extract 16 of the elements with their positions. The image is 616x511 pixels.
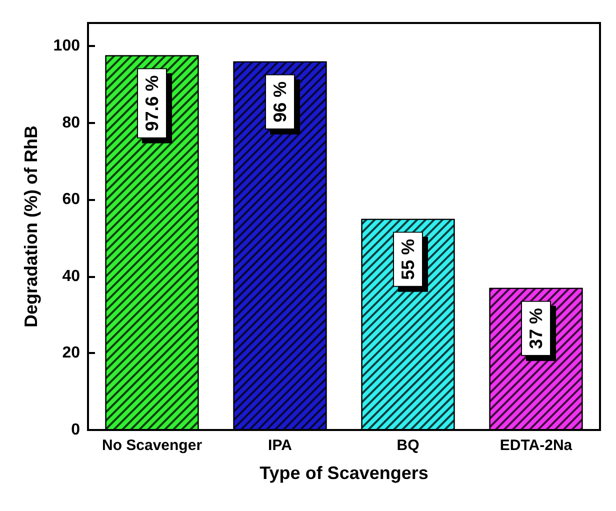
x-tick-label: IPA bbox=[268, 437, 292, 454]
x-axis-title: Type of Scavengers bbox=[260, 463, 428, 483]
x-tick-label: EDTA-2Na bbox=[500, 437, 573, 454]
y-tick-label: 60 bbox=[62, 191, 80, 208]
data-label: 55 % bbox=[398, 238, 418, 280]
y-tick-label: 20 bbox=[62, 344, 80, 362]
y-tick-label: 0 bbox=[71, 422, 80, 438]
data-label: 37 % bbox=[526, 308, 546, 349]
y-tick-label: 80 bbox=[62, 114, 80, 132]
y-tick-label: 40 bbox=[62, 268, 80, 285]
x-tick-label: No Scavenger bbox=[102, 437, 202, 454]
data-label: 97.6 % bbox=[142, 75, 162, 132]
y-axis-title: Degradation (%) of RhB bbox=[21, 126, 41, 328]
x-tick-label: BQ bbox=[396, 437, 420, 454]
data-label: 96 % bbox=[270, 81, 290, 122]
y-tick-label: 100 bbox=[53, 38, 80, 55]
